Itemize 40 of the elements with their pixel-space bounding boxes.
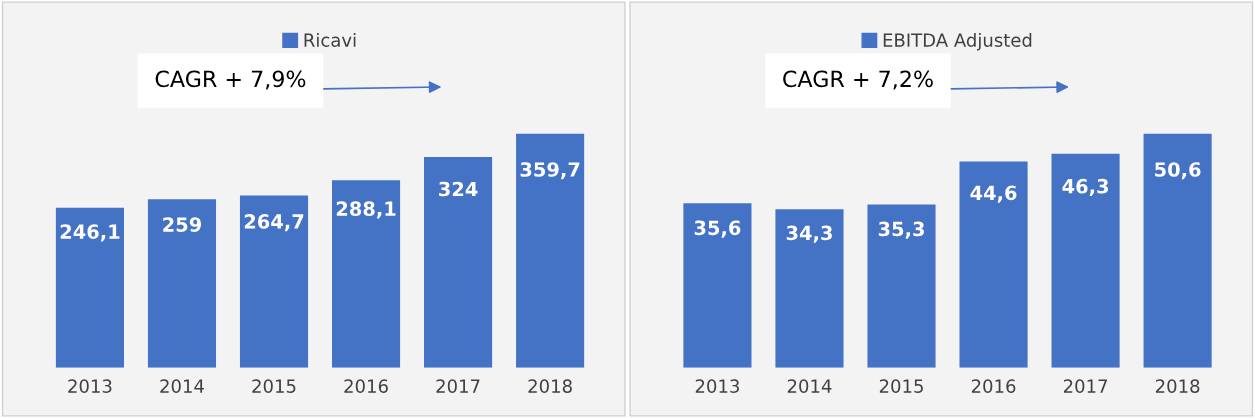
data-label: 259 — [163, 217, 202, 232]
data-label: 246,1 — [60, 224, 120, 242]
data-label: 50,6 — [1155, 162, 1201, 180]
x-tick-label: 2015 — [252, 379, 296, 393]
bar — [331, 180, 401, 368]
data-label: 264,7 — [244, 214, 304, 232]
x-tick-label: 2016 — [344, 379, 388, 393]
x-tick-label: 2014 — [160, 379, 204, 393]
text: CAGR + 7,2% — [783, 70, 933, 90]
data-label: 359,7 — [520, 162, 580, 180]
bar — [239, 195, 309, 368]
data-label: 34,3 — [786, 225, 832, 243]
legend-label: EBITDA Adjusted — [883, 32, 1032, 51]
bar — [516, 133, 585, 368]
data-label: 44,6 — [970, 185, 1017, 203]
x-tick-label: 2013 — [695, 379, 739, 393]
text: CAGR + 7,9% — [155, 70, 306, 90]
bar — [1051, 153, 1120, 368]
x-tick-label: 2018 — [1155, 379, 1200, 393]
data-label: 324 — [439, 181, 478, 197]
bar — [959, 161, 1028, 368]
bar — [147, 199, 217, 368]
x-tick-label: 2017 — [436, 379, 480, 393]
data-label: 46,3 — [1062, 178, 1109, 197]
x-tick-label: 2017 — [1063, 379, 1108, 393]
data-label: 35,3 — [878, 221, 924, 239]
data-label: 35,6 — [694, 220, 741, 238]
legend-label: Ricavi — [304, 32, 356, 47]
bar — [775, 209, 844, 368]
bar — [1143, 133, 1212, 368]
x-tick-label: 2014 — [787, 379, 832, 393]
x-tick-label: 2018 — [528, 379, 572, 393]
bar — [55, 207, 124, 368]
x-tick-label: 2015 — [879, 379, 923, 393]
bar — [683, 203, 752, 368]
data-label: 288,1 — [336, 201, 396, 219]
bar — [867, 204, 936, 368]
x-tick-label: 2013 — [68, 379, 112, 393]
bar — [424, 156, 493, 368]
x-tick-label: 2016 — [971, 379, 1016, 393]
